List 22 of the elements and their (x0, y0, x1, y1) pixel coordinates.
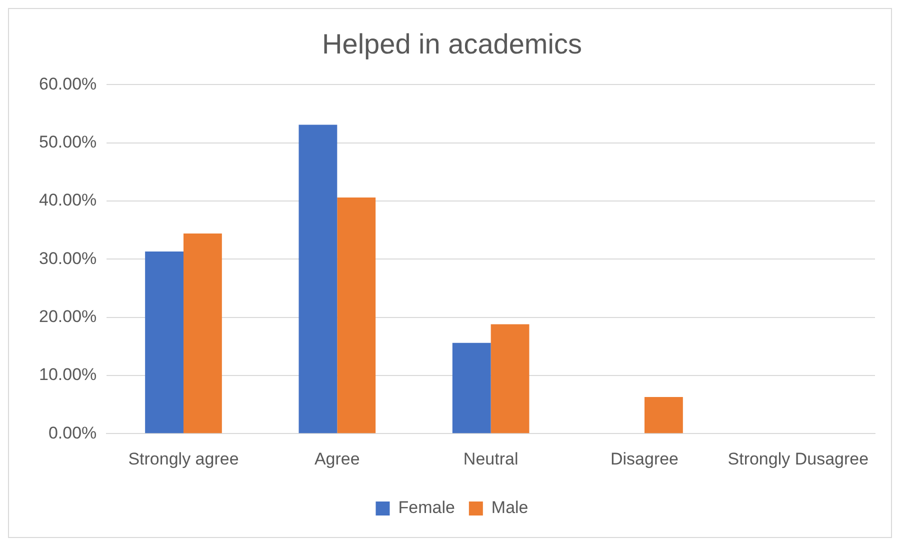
x-tick-label: Neutral (463, 449, 518, 468)
y-tick-label: 20.00% (38, 306, 97, 326)
x-tick-label: Disagree (610, 449, 679, 468)
bar (337, 197, 376, 434)
bar (298, 124, 338, 434)
legend-label: Male (491, 498, 528, 518)
y-tick-label: 30.00% (38, 248, 97, 268)
x-tick-label: Strongly Dusagree (728, 449, 869, 468)
bar (145, 252, 184, 434)
x-tick-label: Agree (314, 449, 360, 468)
bar (644, 396, 683, 434)
y-tick-label: 40.00% (38, 190, 97, 210)
y-tick-label: 0.00% (48, 423, 97, 442)
x-tick-label: Strongly agree (128, 449, 239, 468)
bar (452, 342, 491, 434)
y-tick-label: 60.00% (38, 74, 97, 94)
legend-label: Female (398, 498, 455, 518)
chart-title: Helped in academics (322, 28, 582, 60)
bar (490, 324, 530, 434)
y-tick-label: 10.00% (38, 365, 97, 384)
y-tick-label: 50.00% (38, 132, 97, 152)
bar (183, 234, 222, 434)
